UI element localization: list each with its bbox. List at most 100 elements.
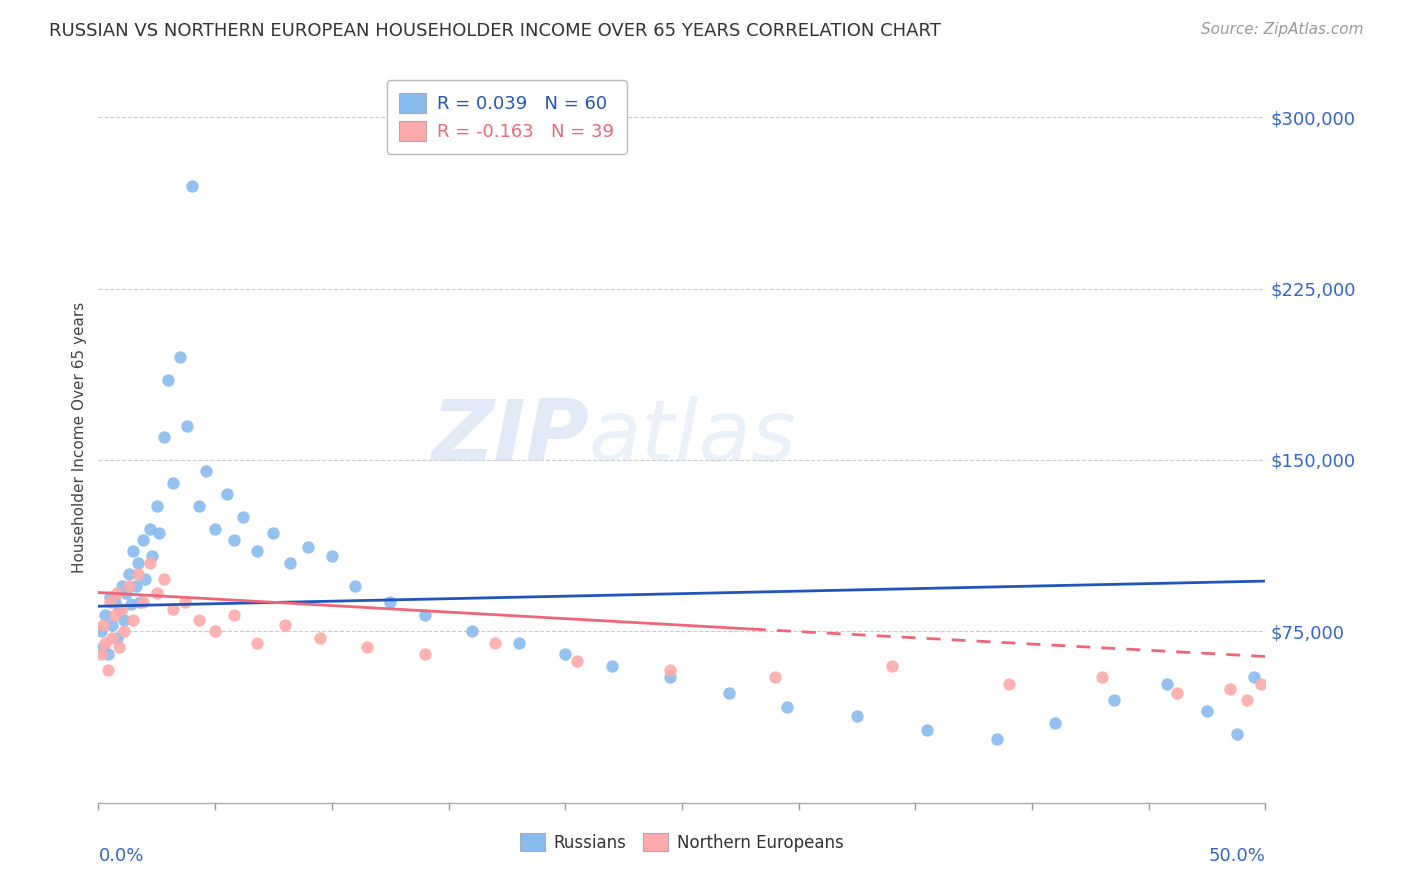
- Point: [413, 647, 436, 661]
- Point: [104, 608, 127, 623]
- Point: [139, 521, 162, 535]
- Point: [111, 579, 134, 593]
- Point: [508, 636, 530, 650]
- Point: [94, 608, 117, 623]
- Point: [98, 590, 121, 604]
- Point: [120, 597, 142, 611]
- Point: [846, 709, 869, 723]
- Point: [91, 617, 114, 632]
- Text: atlas: atlas: [589, 395, 797, 479]
- Point: [132, 533, 155, 547]
- Point: [148, 526, 170, 541]
- Point: [215, 487, 238, 501]
- Point: [101, 632, 124, 646]
- Point: [309, 632, 332, 646]
- Point: [915, 723, 938, 737]
- Point: [127, 567, 149, 582]
- Point: [115, 585, 138, 599]
- Point: [112, 613, 135, 627]
- Text: 0.0%: 0.0%: [98, 847, 143, 864]
- Point: [105, 632, 128, 646]
- Point: [111, 601, 134, 615]
- Point: [246, 544, 269, 558]
- Point: [1166, 686, 1188, 700]
- Point: [1250, 677, 1272, 691]
- Point: [90, 624, 112, 639]
- Point: [94, 636, 117, 650]
- Point: [1236, 693, 1258, 707]
- Point: [176, 418, 198, 433]
- Point: [139, 556, 162, 570]
- Point: [484, 636, 506, 650]
- Point: [112, 624, 135, 639]
- Point: [461, 624, 484, 639]
- Text: 50.0%: 50.0%: [1209, 847, 1265, 864]
- Point: [118, 579, 141, 593]
- Point: [880, 658, 903, 673]
- Point: [262, 526, 284, 541]
- Point: [1219, 681, 1241, 696]
- Point: [344, 579, 367, 593]
- Point: [169, 350, 191, 364]
- Point: [134, 572, 156, 586]
- Point: [1195, 705, 1218, 719]
- Point: [162, 475, 184, 490]
- Point: [554, 647, 576, 661]
- Point: [132, 594, 155, 608]
- Point: [118, 567, 141, 582]
- Point: [246, 636, 269, 650]
- Point: [141, 549, 163, 563]
- Legend: Russians, Northern Europeans: Russians, Northern Europeans: [512, 825, 852, 860]
- Point: [173, 594, 195, 608]
- Point: [122, 613, 145, 627]
- Point: [122, 544, 145, 558]
- Text: RUSSIAN VS NORTHERN EUROPEAN HOUSEHOLDER INCOME OVER 65 YEARS CORRELATION CHART: RUSSIAN VS NORTHERN EUROPEAN HOUSEHOLDER…: [49, 22, 941, 40]
- Point: [565, 654, 588, 668]
- Point: [152, 430, 174, 444]
- Point: [763, 670, 786, 684]
- Point: [1091, 670, 1114, 684]
- Point: [108, 640, 131, 655]
- Point: [600, 658, 623, 673]
- Point: [108, 601, 131, 615]
- Point: [222, 533, 245, 547]
- Point: [274, 617, 297, 632]
- Point: [162, 601, 184, 615]
- Point: [321, 549, 343, 563]
- Point: [659, 670, 682, 684]
- Point: [776, 699, 799, 714]
- Point: [278, 556, 301, 570]
- Point: [97, 663, 120, 677]
- Point: [187, 499, 209, 513]
- Point: [356, 640, 378, 655]
- Point: [986, 731, 1008, 746]
- Point: [997, 677, 1019, 691]
- Point: [129, 594, 152, 608]
- Point: [380, 594, 402, 608]
- Point: [204, 521, 226, 535]
- Point: [98, 594, 121, 608]
- Point: [91, 640, 114, 655]
- Point: [187, 613, 209, 627]
- Point: [90, 647, 112, 661]
- Point: [125, 579, 148, 593]
- Point: [146, 499, 169, 513]
- Point: [659, 663, 682, 677]
- Point: [1243, 670, 1265, 684]
- Point: [717, 686, 740, 700]
- Point: [413, 608, 436, 623]
- Point: [204, 624, 226, 639]
- Point: [127, 556, 149, 570]
- Point: [1045, 715, 1067, 730]
- Point: [1102, 693, 1125, 707]
- Point: [232, 510, 254, 524]
- Point: [1156, 677, 1178, 691]
- Point: [105, 585, 128, 599]
- Point: [97, 647, 120, 661]
- Point: [297, 540, 319, 554]
- Text: ZIP: ZIP: [430, 395, 589, 479]
- Point: [146, 585, 169, 599]
- Point: [157, 373, 180, 387]
- Point: [101, 617, 124, 632]
- Y-axis label: Householder Income Over 65 years: Householder Income Over 65 years: [72, 301, 87, 573]
